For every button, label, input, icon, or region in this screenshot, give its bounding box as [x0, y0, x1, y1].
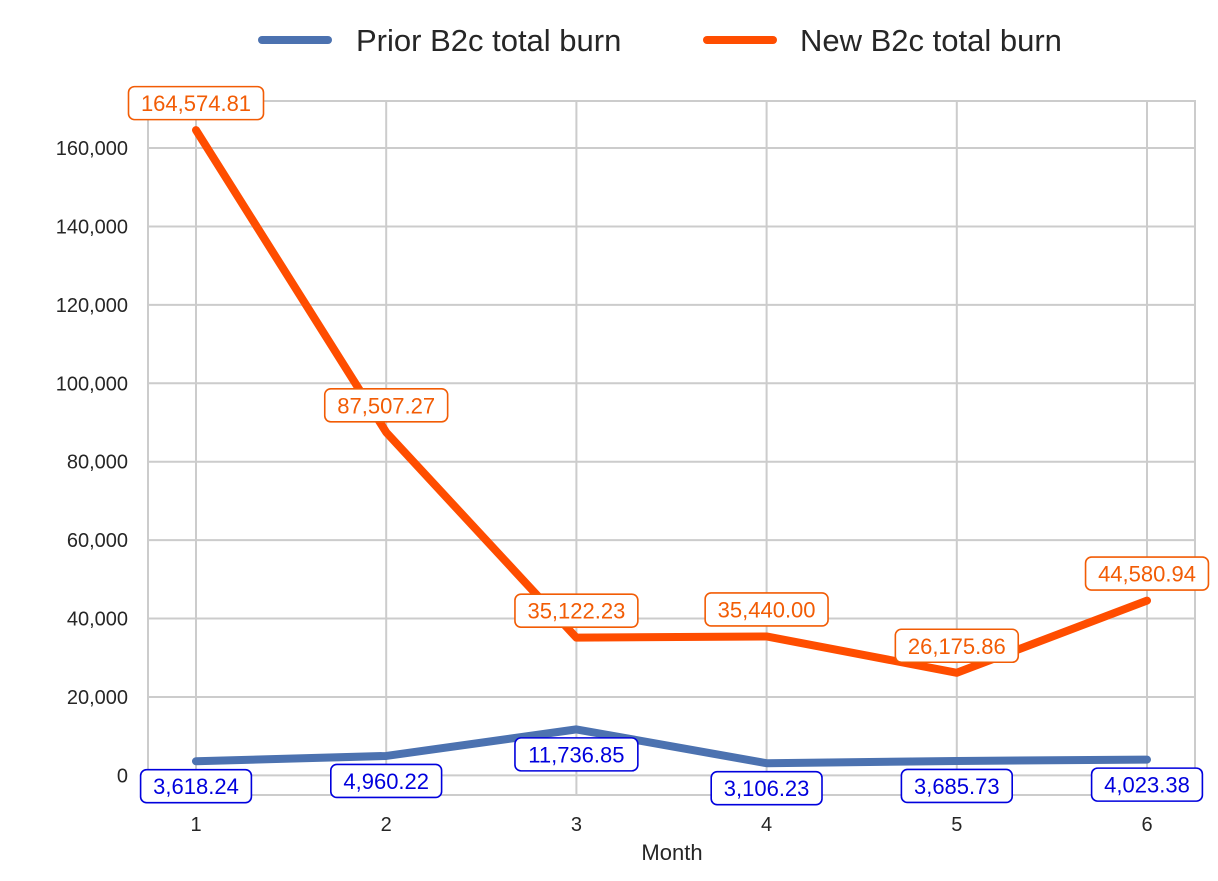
- data-label-text: 3,685.73: [914, 774, 1000, 799]
- data-label-text: 35,440.00: [718, 597, 816, 622]
- x-tick-label: 1: [190, 814, 201, 836]
- y-axis-ticks: 0 20,000 40,000 60,000 80,000 100,000 120,000 1…: [56, 138, 128, 787]
- legend: Prior B2c total burn New B2c total burn: [258, 23, 1062, 58]
- series-line-prior-b2c-total-burn: [192, 725, 1151, 768]
- data-labels: 3,618.24 4,960.22 11,736.85 3,106.23 3,685.7…: [127, 85, 1210, 806]
- data-label-text: 35,122.23: [527, 599, 625, 624]
- data-label: 44,580.94: [1084, 556, 1210, 591]
- data-label: 26,175.86: [894, 628, 1020, 664]
- plot-frame: [147, 100, 1196, 796]
- data-label-text: 11,736.85: [528, 742, 624, 767]
- y-tick-label: 100,000: [56, 373, 128, 395]
- series-lines: [192, 126, 1151, 768]
- data-label: 35,122.23: [514, 593, 639, 628]
- data-label-text: 4,023.38: [1104, 773, 1190, 798]
- y-tick-label: 20,000: [67, 687, 128, 709]
- data-label-box: [127, 85, 265, 121]
- data-label-box: [323, 387, 449, 423]
- data-label-box: [329, 763, 443, 799]
- legend-item: New B2c total burn: [703, 23, 1062, 58]
- legend-label: Prior B2c total burn: [356, 23, 621, 58]
- y-tick-label: 80,000: [67, 452, 128, 474]
- data-label-text: 164,574.81: [141, 91, 251, 116]
- y-tick-label: 40,000: [67, 609, 128, 631]
- data-label: 3,618.24: [139, 768, 253, 804]
- y-tick-label: 0: [117, 765, 128, 787]
- x-tick-label: 4: [761, 814, 772, 836]
- data-label-text: 44,580.94: [1098, 562, 1196, 587]
- data-label-box: [900, 768, 1014, 804]
- data-label-text: 4,960.22: [343, 769, 429, 794]
- data-label-box: [514, 593, 639, 628]
- y-tick-label: 140,000: [56, 216, 128, 238]
- data-label-box: [514, 737, 639, 772]
- data-label: 3,106.23: [710, 770, 823, 806]
- x-tick-label: 5: [951, 814, 962, 836]
- data-label-box: [894, 628, 1020, 664]
- y-tick-label: 60,000: [67, 530, 128, 552]
- data-label-box: [1084, 556, 1210, 591]
- data-label-text: 3,106.23: [724, 776, 810, 801]
- data-label: 4,023.38: [1090, 767, 1204, 802]
- x-axis-ticks: 1 2 3 4 5 6: [190, 814, 1152, 836]
- x-tick-label: 2: [381, 814, 392, 836]
- data-label: 3,685.73: [900, 768, 1014, 804]
- grid: [148, 101, 1195, 795]
- y-tick-label: 160,000: [56, 138, 128, 160]
- legend-label: New B2c total burn: [800, 23, 1062, 58]
- data-label-box: [139, 768, 253, 804]
- data-label: 35,440.00: [704, 592, 829, 627]
- x-tick-label: 3: [571, 814, 582, 836]
- data-label: 164,574.81: [127, 85, 265, 121]
- data-label: 87,507.27: [323, 387, 449, 423]
- data-label-text: 26,175.86: [908, 634, 1006, 659]
- legend-item: Prior B2c total burn: [258, 23, 621, 58]
- x-axis-label: Month: [641, 840, 702, 865]
- data-label: 4,960.22: [329, 763, 443, 799]
- data-label-box: [1090, 767, 1204, 802]
- data-label-box: [710, 770, 823, 806]
- data-label-text: 3,618.24: [153, 774, 239, 799]
- data-label-text: 87,507.27: [337, 393, 435, 418]
- data-label-box: [704, 592, 829, 627]
- data-label: 11,736.85: [514, 737, 639, 772]
- y-tick-label: 120,000: [56, 295, 128, 317]
- x-tick-label: 6: [1141, 814, 1152, 836]
